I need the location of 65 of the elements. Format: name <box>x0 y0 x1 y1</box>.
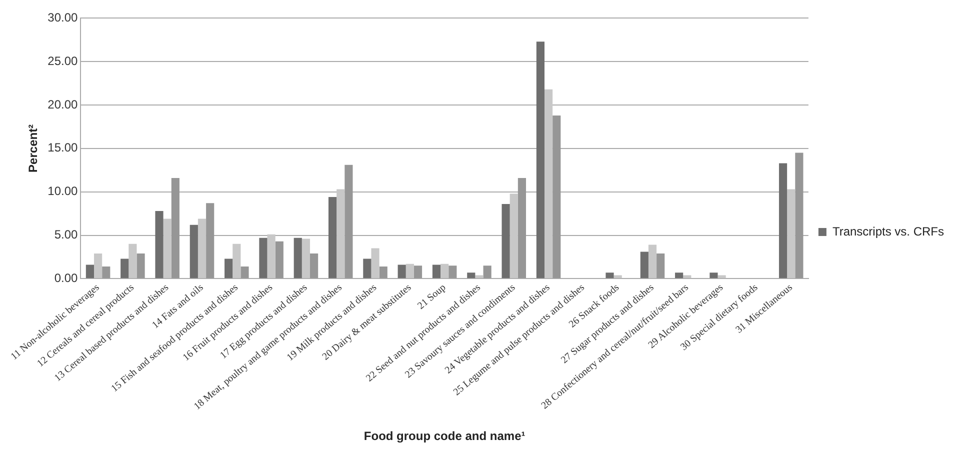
bar <box>163 218 172 278</box>
legend-label: Transcripts vs. CRFs <box>832 224 944 238</box>
bar <box>302 238 310 278</box>
bar <box>363 258 372 278</box>
bar <box>206 203 214 278</box>
bar <box>344 164 353 278</box>
bar <box>328 197 337 278</box>
y-tick-label: 0.00 <box>54 270 78 285</box>
bar <box>432 264 441 278</box>
bar <box>552 115 561 278</box>
x-tick-label: 21 Soup <box>416 282 448 312</box>
bar <box>483 266 492 278</box>
bar <box>502 204 510 278</box>
bar <box>171 178 180 278</box>
y-tick-label: 30.00 <box>48 10 78 25</box>
bar <box>448 266 457 278</box>
bar <box>675 272 684 278</box>
bar <box>656 253 665 278</box>
bar <box>102 266 110 278</box>
bar <box>120 258 129 278</box>
bar <box>544 89 553 278</box>
bar <box>94 253 102 278</box>
bar <box>606 272 614 278</box>
y-tick-label: 25.00 <box>48 54 78 68</box>
bar <box>778 163 788 278</box>
y-tick-label: 15.00 <box>48 140 78 155</box>
bar <box>787 189 796 278</box>
y-tick-label: 5.00 <box>54 228 78 242</box>
bar <box>414 266 422 278</box>
bar <box>86 264 94 278</box>
bar <box>259 238 268 278</box>
bar <box>614 275 622 278</box>
bar <box>640 252 648 278</box>
bar <box>240 266 249 278</box>
bar <box>336 189 345 278</box>
bar <box>232 244 241 278</box>
bar <box>683 275 692 278</box>
bar <box>190 224 198 278</box>
bar <box>275 241 284 278</box>
bar <box>310 253 318 278</box>
bar <box>518 178 526 278</box>
bar <box>294 238 302 278</box>
bar <box>379 266 388 278</box>
bar <box>224 258 233 278</box>
bar <box>536 42 544 278</box>
bar <box>710 272 718 278</box>
y-tick-label: 10.00 <box>48 184 78 198</box>
bar <box>371 248 380 278</box>
bar <box>128 244 137 278</box>
y-axis-title: Percent² <box>26 124 40 172</box>
y-tick-label: 20.00 <box>48 97 78 112</box>
x-axis-title: Food group code and name¹ <box>364 429 526 444</box>
bar <box>198 218 206 278</box>
bar <box>648 244 657 278</box>
bar <box>718 275 726 278</box>
bar <box>136 253 145 278</box>
bar <box>475 275 484 278</box>
bar <box>467 272 476 278</box>
bar <box>510 194 518 278</box>
bar <box>440 264 449 278</box>
bar <box>406 264 414 278</box>
bar <box>267 234 276 278</box>
bar <box>155 210 164 278</box>
bar <box>398 264 406 278</box>
bar <box>795 152 804 278</box>
